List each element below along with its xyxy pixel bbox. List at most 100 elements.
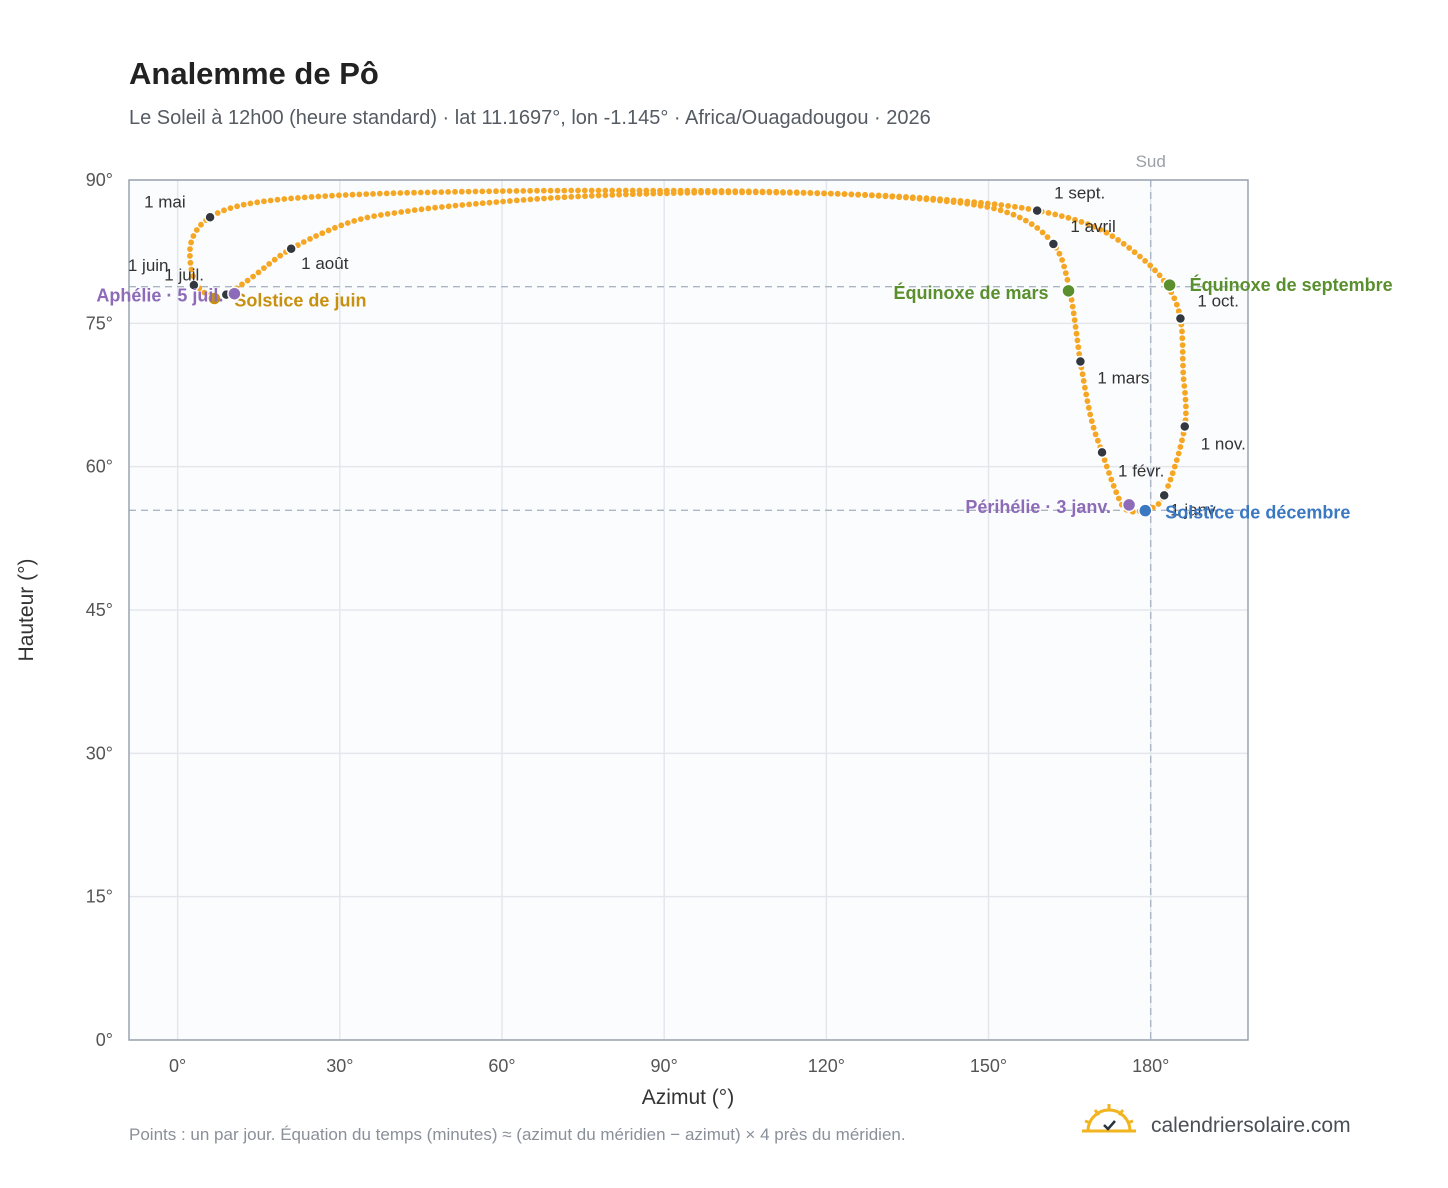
daily-sun-point — [711, 188, 718, 194]
daily-sun-point — [499, 188, 506, 195]
daily-sun-point — [307, 236, 313, 242]
x-axis-ticks: 0° 30° 60° 90° 120° 150° 180° — [169, 1056, 1169, 1076]
daily-sun-point — [1072, 324, 1079, 330]
daily-sun-point — [698, 187, 704, 194]
daily-sun-point — [417, 189, 424, 196]
x-axis-label: Azimut (°) — [642, 1086, 734, 1109]
daily-sun-point — [1115, 237, 1121, 243]
x-tick-label: 90° — [651, 1056, 678, 1076]
y-axis-label: Hauteur (°) — [15, 559, 38, 662]
daily-sun-point — [554, 187, 561, 194]
daily-sun-point — [1167, 476, 1174, 483]
daily-sun-point — [313, 233, 319, 239]
daily-sun-point — [1075, 344, 1082, 351]
daily-sun-point — [643, 187, 650, 194]
daily-sun-point — [780, 189, 786, 195]
daily-sun-point — [657, 187, 663, 194]
month-point — [1096, 446, 1108, 459]
footer-note: Points : un par jour. Équation du temps … — [129, 1125, 906, 1144]
daily-sun-point — [190, 233, 197, 239]
daily-sun-point — [1016, 214, 1023, 221]
daily-sun-point — [404, 189, 410, 196]
daily-sun-point — [1018, 204, 1025, 211]
daily-sun-point — [793, 189, 800, 196]
event-label: Périhélie · 3 janv. — [965, 497, 1111, 517]
daily-sun-point — [201, 289, 208, 296]
daily-sun-point — [411, 189, 417, 196]
daily-sun-point — [1108, 476, 1115, 483]
daily-sun-point — [1085, 404, 1092, 411]
daily-sun-point — [882, 193, 889, 200]
daily-sun-point — [378, 212, 384, 218]
y-tick-label: 60° — [86, 457, 113, 477]
daily-sun-point — [1109, 233, 1116, 240]
event-label: Aphélie · 5 juil. — [96, 286, 223, 306]
daily-sun-point — [684, 187, 691, 194]
daily-sun-point — [319, 230, 326, 237]
daily-sun-point — [739, 188, 745, 195]
daily-sun-point — [234, 203, 241, 210]
daily-sun-point — [493, 188, 499, 195]
month-label: 1 oct. — [1197, 292, 1239, 311]
month-label: 1 juin — [128, 256, 169, 275]
daily-sun-point — [732, 188, 739, 195]
daily-sun-point — [527, 196, 534, 203]
daily-sun-point — [575, 193, 581, 200]
daily-sun-point — [227, 205, 234, 212]
daily-sun-point — [390, 190, 397, 197]
daily-sun-point — [351, 218, 358, 224]
daily-sun-point — [1080, 378, 1087, 384]
daily-sun-point — [1097, 226, 1104, 233]
month-label: 1 mars — [1097, 369, 1149, 388]
daily-sun-point — [1179, 328, 1185, 335]
daily-sun-point — [1179, 437, 1185, 444]
daily-sun-point — [370, 191, 376, 197]
daily-sun-point — [1025, 206, 1032, 212]
x-tick-label: 180° — [1132, 1056, 1169, 1076]
event-point — [1121, 497, 1137, 513]
daily-sun-point — [473, 200, 479, 207]
daily-sun-point — [1173, 301, 1180, 308]
daily-sun-point — [240, 201, 247, 208]
daily-sun-point — [1058, 213, 1065, 220]
daily-sun-point — [527, 187, 533, 194]
daily-sun-point — [964, 200, 970, 207]
month-label: 1 févr. — [1118, 461, 1164, 480]
daily-sun-point — [1179, 355, 1186, 362]
daily-sun-point — [308, 194, 315, 200]
daily-sun-point — [187, 253, 193, 259]
daily-sun-point — [1179, 349, 1186, 355]
daily-sun-point — [452, 188, 458, 195]
daily-sun-point — [288, 195, 294, 202]
daily-sun-point — [332, 224, 338, 231]
daily-sun-point — [520, 188, 527, 194]
daily-sun-point — [582, 193, 588, 200]
daily-sun-point — [391, 210, 398, 216]
daily-sun-point — [244, 277, 251, 284]
daily-sun-point — [581, 187, 588, 194]
daily-sun-point — [984, 204, 991, 210]
daily-sun-point — [745, 188, 752, 195]
daily-sun-point — [187, 246, 193, 253]
daily-sun-point — [997, 207, 1004, 214]
daily-sun-point — [1155, 501, 1162, 507]
daily-sun-point — [588, 192, 595, 199]
daily-sun-point — [541, 195, 547, 202]
daily-sun-point — [991, 201, 998, 208]
daily-sun-point — [602, 192, 609, 199]
daily-sun-point — [609, 187, 616, 194]
daily-sun-point — [190, 273, 196, 280]
daily-sun-point — [807, 189, 814, 196]
daily-sun-point — [1004, 209, 1010, 216]
daily-sun-point — [431, 189, 438, 196]
brand-name: calendriersolaire.com — [1151, 1114, 1351, 1137]
x-tick-label: 120° — [808, 1056, 845, 1076]
event-label: Solstice de décembre — [1165, 503, 1350, 523]
daily-sun-point — [1059, 257, 1065, 263]
daily-sun-point — [1180, 369, 1187, 376]
event-label: Équinoxe de septembre — [1190, 274, 1393, 295]
month-point — [1047, 238, 1060, 250]
daily-sun-point — [554, 194, 561, 201]
daily-sun-point — [356, 191, 363, 198]
